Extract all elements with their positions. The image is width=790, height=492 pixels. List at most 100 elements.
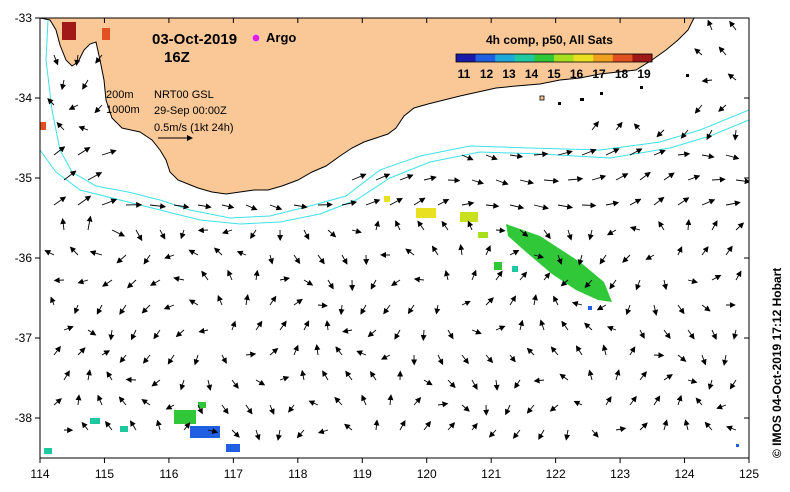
current-arrow bbox=[471, 328, 482, 335]
current-arrow bbox=[303, 229, 310, 240]
current-arrow bbox=[735, 178, 749, 185]
current-arrow bbox=[711, 329, 717, 340]
current-arrow bbox=[197, 404, 203, 415]
current-arrow bbox=[639, 422, 648, 431]
current-arrow bbox=[395, 220, 401, 231]
current-arrow bbox=[77, 347, 86, 356]
current-arrow bbox=[605, 396, 612, 406]
current-arrow bbox=[471, 422, 478, 431]
current-arrow bbox=[485, 354, 494, 364]
current-arrow bbox=[447, 422, 456, 431]
current-arrow bbox=[437, 199, 450, 206]
current-arrow bbox=[417, 220, 425, 231]
current-vectors bbox=[44, 19, 749, 441]
current-arrow bbox=[629, 225, 641, 232]
island bbox=[600, 92, 603, 95]
colorbar-tick-label: 17 bbox=[592, 67, 606, 81]
current-arrow bbox=[74, 54, 81, 66]
colorbar-tick-label: 19 bbox=[637, 67, 651, 81]
current-arrow bbox=[533, 204, 549, 211]
current-arrow bbox=[245, 204, 258, 211]
current-arrow bbox=[77, 147, 91, 156]
current-arrow bbox=[458, 243, 465, 256]
current-arrow bbox=[559, 373, 569, 381]
current-arrow bbox=[213, 247, 223, 256]
current-arrow bbox=[95, 54, 103, 64]
current-arrow bbox=[707, 379, 714, 390]
current-arrow bbox=[334, 396, 343, 406]
current-arrow bbox=[561, 320, 569, 331]
current-arrow bbox=[519, 179, 535, 185]
x-tick-label: 125 bbox=[739, 467, 759, 481]
current-arrow bbox=[729, 20, 737, 31]
current-arrow bbox=[118, 396, 127, 406]
current-arrow bbox=[389, 198, 403, 206]
current-arrow bbox=[553, 295, 559, 306]
current-arrow bbox=[584, 322, 593, 331]
current-arrow bbox=[75, 394, 82, 406]
current-arrow bbox=[375, 173, 391, 181]
current-arrow bbox=[193, 354, 200, 366]
island bbox=[686, 74, 689, 77]
current-arrow bbox=[652, 304, 659, 316]
current-arrow bbox=[165, 404, 175, 410]
current-arrow bbox=[663, 374, 673, 381]
current-arrow bbox=[243, 294, 250, 306]
current-arrow bbox=[605, 148, 620, 156]
current-arrow bbox=[149, 203, 167, 210]
current-arrow bbox=[695, 397, 703, 406]
island bbox=[640, 86, 643, 89]
current-arrow bbox=[253, 269, 260, 281]
current-arrow bbox=[250, 229, 257, 239]
current-arrow bbox=[677, 197, 690, 206]
current-arrow bbox=[629, 346, 636, 356]
current-arrow bbox=[493, 379, 500, 391]
current-arrow bbox=[387, 394, 394, 406]
contour-200m bbox=[45, 19, 749, 219]
current-arrow bbox=[656, 129, 665, 138]
current-arrow bbox=[106, 371, 113, 381]
island bbox=[558, 102, 561, 105]
current-arrow bbox=[119, 304, 127, 315]
current-arrow bbox=[533, 377, 545, 384]
current-arrow bbox=[374, 220, 380, 231]
current-arrow bbox=[231, 429, 240, 438]
current-arrow bbox=[153, 329, 161, 340]
current-arrow bbox=[726, 425, 737, 432]
current-arrow bbox=[591, 120, 599, 131]
current-arrow bbox=[327, 279, 334, 290]
current-arrow bbox=[639, 329, 645, 339]
x-tick-label: 121 bbox=[481, 467, 501, 481]
current-arrow bbox=[447, 379, 456, 389]
y-tick-label: -34 bbox=[15, 91, 33, 105]
current-arrow bbox=[587, 229, 594, 241]
current-arrow bbox=[126, 279, 137, 289]
current-arrow bbox=[125, 376, 137, 383]
current-arrow bbox=[60, 218, 67, 231]
current-arrow bbox=[356, 350, 367, 356]
current-arrow bbox=[89, 250, 103, 256]
current-arrow bbox=[485, 202, 500, 209]
current-arrow bbox=[317, 428, 329, 435]
current-arrow bbox=[217, 294, 223, 306]
contour-1000m-label: 1000m bbox=[106, 104, 140, 116]
current-arrow bbox=[53, 196, 67, 206]
current-arrow bbox=[467, 220, 474, 231]
current-arrow bbox=[687, 278, 698, 284]
current-arrow bbox=[53, 345, 61, 356]
current-arrow bbox=[50, 296, 56, 306]
colorbar-segment bbox=[495, 54, 516, 62]
x-axis: 114 115 116 117 118 119 120 121 122 123 124 125 bbox=[30, 18, 759, 481]
current-arrow bbox=[383, 304, 391, 315]
current-arrow bbox=[303, 279, 314, 286]
current-arrow bbox=[221, 404, 229, 415]
current-arrow bbox=[230, 320, 237, 331]
current-arrow bbox=[96, 304, 103, 315]
current-arrow bbox=[622, 254, 631, 263]
current-arrow bbox=[361, 394, 367, 406]
vector-scale-label: 0.5m/s (1kt 24h) bbox=[154, 122, 233, 134]
current-arrow bbox=[221, 354, 227, 364]
current-arrow bbox=[391, 279, 401, 286]
x-tick-label: 116 bbox=[159, 467, 178, 481]
current-arrow bbox=[635, 279, 641, 291]
